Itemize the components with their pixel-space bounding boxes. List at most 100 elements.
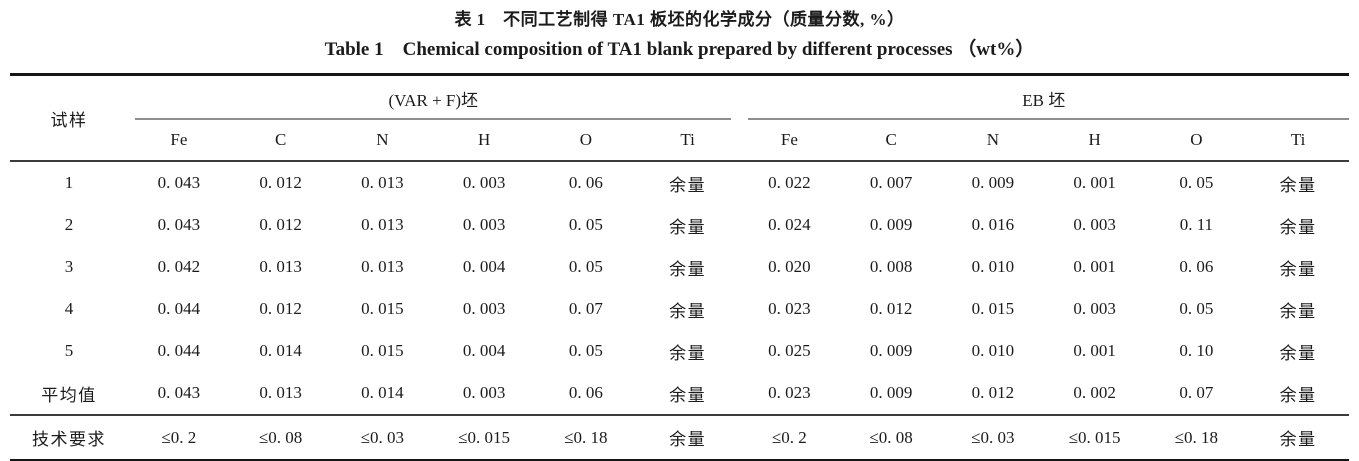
column-header-c: C [229, 120, 332, 162]
cell: 0. 016 [971, 215, 1015, 234]
cell: 0. 001 [1073, 257, 1116, 276]
cell: 0. 003 [1073, 299, 1116, 318]
cell: 0. 010 [971, 257, 1015, 276]
row-label: 平均值 [41, 385, 97, 405]
cell: ≤0. 015 [433, 414, 535, 461]
group-header-var-f: (VAR + F)坯 [128, 75, 739, 121]
cell: 0. 004 [462, 257, 506, 276]
cell: 0. 003 [462, 299, 506, 318]
cell: 0. 003 [1073, 215, 1116, 234]
cell: 0. 07 [568, 299, 603, 318]
table-title-zh: 表 1 不同工艺制得 TA1 板坯的化学成分（质量分数, %） [454, 10, 905, 29]
row-label: 1 [64, 173, 74, 192]
cell: 余量 [1279, 343, 1317, 363]
row-label: 2 [64, 215, 74, 234]
cell: 0. 002 [1073, 383, 1116, 402]
cell: 0. 10 [1179, 341, 1214, 360]
cell: 0. 044 [157, 341, 201, 360]
cell: 0. 003 [462, 383, 506, 402]
column-header-h: H [433, 120, 535, 162]
cell: 0. 11 [1179, 215, 1214, 234]
row-label: 3 [64, 257, 74, 276]
cell: 0. 05 [1179, 173, 1214, 192]
cell: 0. 012 [259, 173, 302, 192]
cell: ≤0. 08 [840, 414, 942, 461]
cell: 0. 022 [768, 173, 811, 192]
cell: 0. 013 [361, 257, 404, 276]
column-header-o: O [535, 120, 637, 162]
cell: 余量 [669, 259, 707, 279]
cell: 0. 024 [768, 215, 811, 234]
cell: 0. 012 [259, 215, 302, 234]
cell: 0. 013 [361, 215, 404, 234]
cell: 余量 [1279, 385, 1317, 405]
table-title-en: Table 1 Chemical composition of TA1 blan… [324, 39, 1035, 60]
cell: 余量 [669, 301, 707, 321]
cell: 0. 023 [768, 299, 811, 318]
cell: 余量 [1247, 414, 1349, 461]
cell: ≤0. 03 [331, 414, 434, 461]
cell: 0. 009 [869, 341, 913, 360]
cell: 0. 001 [1073, 341, 1116, 360]
cell: 0. 012 [869, 299, 913, 318]
table-caption: 表 1 不同工艺制得 TA1 板坯的化学成分（质量分数, %） Table 1 … [0, 0, 1359, 64]
column-header-ti: Ti [636, 120, 739, 162]
cell: 0. 020 [768, 257, 811, 276]
cell: ≤0. 015 [1043, 414, 1146, 461]
cell: 0. 001 [1073, 173, 1116, 192]
cell: 余量 [669, 217, 707, 237]
table-row: 3 0. 042 0. 013 0. 013 0. 004 0. 05 余量 0… [10, 246, 1349, 288]
cell: 0. 007 [869, 173, 913, 192]
row-label: 4 [64, 299, 74, 318]
column-header-n: N [942, 120, 1044, 162]
cell: 0. 023 [768, 383, 811, 402]
table-row: 4 0. 044 0. 012 0. 015 0. 003 0. 07 余量 0… [10, 288, 1349, 330]
cell: 0. 043 [157, 173, 201, 192]
cell: 0. 012 [971, 383, 1015, 402]
composition-table: 试样 (VAR + F)坯 EB 坯 Fe C N H O Ti Fe C N … [10, 73, 1349, 461]
cell: 0. 06 [568, 173, 603, 192]
table-row-average: 平均值 0. 043 0. 013 0. 014 0. 003 0. 06 余量… [10, 372, 1349, 415]
cell: 0. 009 [869, 215, 913, 234]
cell: 0. 042 [157, 257, 201, 276]
cell: 余量 [669, 343, 707, 363]
column-header-fe: Fe [738, 120, 841, 162]
cell: ≤0. 2 [738, 414, 841, 461]
cell: 0. 013 [361, 173, 404, 192]
column-header-o: O [1145, 120, 1248, 162]
cell: 0. 009 [869, 383, 913, 402]
cell: ≤0. 18 [535, 414, 637, 461]
cell: 0. 015 [361, 341, 404, 360]
cell: 0. 06 [1179, 257, 1214, 276]
cell: 0. 06 [568, 383, 603, 402]
row-label: 5 [64, 341, 74, 360]
table-row: 2 0. 043 0. 012 0. 013 0. 003 0. 05 余量 0… [10, 204, 1349, 246]
cell: 0. 044 [157, 299, 201, 318]
group-header-eb: EB 坯 [739, 75, 1350, 121]
cell: 0. 003 [462, 215, 506, 234]
cell: ≤0. 08 [229, 414, 332, 461]
table-row-requirement: 技术要求 ≤0. 2 ≤0. 08 ≤0. 03 ≤0. 015 ≤0. 18 … [10, 414, 1349, 461]
cell: 余量 [636, 414, 739, 461]
cell: 0. 008 [869, 257, 913, 276]
cell: 0. 013 [259, 257, 302, 276]
cell: 0. 05 [568, 257, 603, 276]
cell: 0. 012 [259, 299, 302, 318]
cell: 余量 [1279, 301, 1317, 321]
cell: ≤0. 18 [1145, 414, 1248, 461]
cell: 0. 05 [568, 341, 603, 360]
row-label: 技术要求 [10, 414, 128, 461]
cell: 0. 015 [971, 299, 1015, 318]
table-row: 1 0. 043 0. 012 0. 013 0. 003 0. 06 余量 0… [10, 161, 1349, 204]
cell: 0. 010 [971, 341, 1015, 360]
cell: 余量 [1279, 259, 1317, 279]
cell: 余量 [1279, 217, 1317, 237]
cell: 0. 043 [157, 215, 201, 234]
element-header-row: Fe C N H O Ti Fe C N H O Ti [10, 120, 1349, 162]
cell: 0. 003 [462, 173, 506, 192]
table-container: 试样 (VAR + F)坯 EB 坯 Fe C N H O Ti Fe C N … [10, 73, 1349, 461]
cell: 0. 009 [971, 173, 1015, 192]
cell: 0. 013 [259, 383, 302, 402]
column-header-ti: Ti [1247, 120, 1349, 162]
